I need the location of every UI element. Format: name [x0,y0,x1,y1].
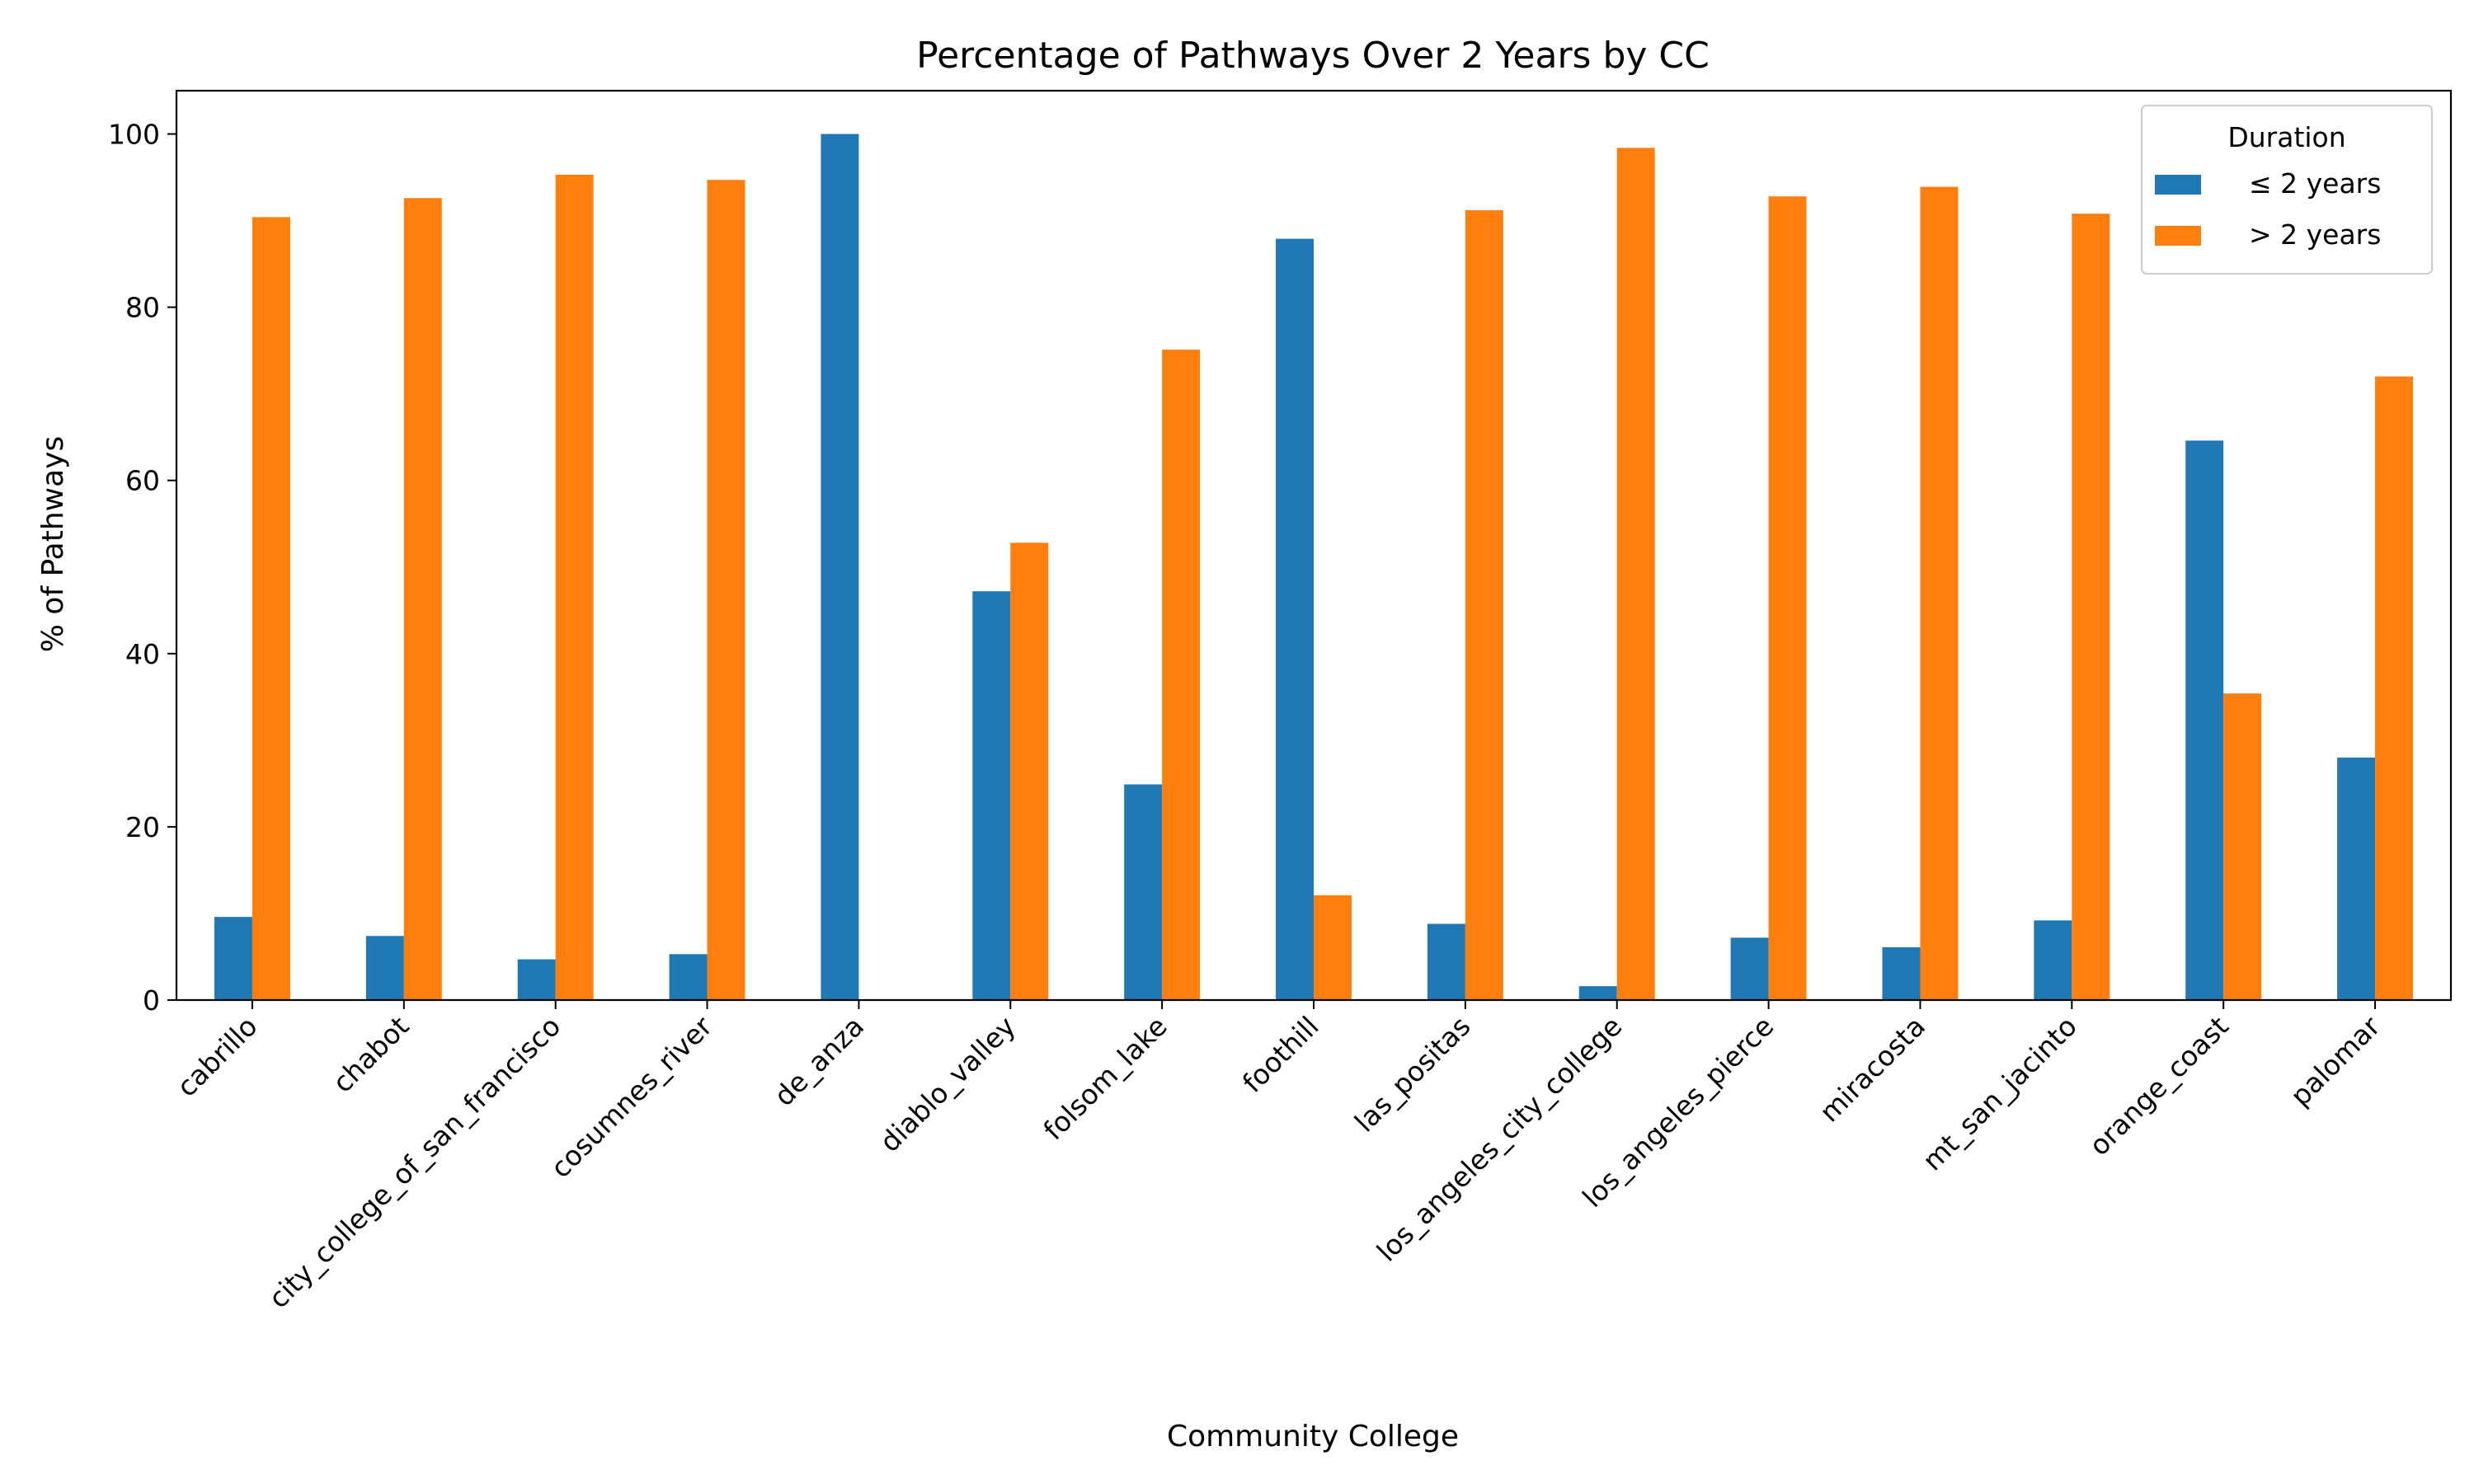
legend-swatch-le-2-years [2155,175,2201,195]
bar-gt-2-years-cosumnes_river [707,180,745,1001]
bar-le-2-years-las_positas [1427,923,1465,1000]
bar-gt-2-years-folsom_lake [1162,350,1201,1000]
y-tick-label: 100 [108,119,160,151]
bar-gt-2-years-orange_coast [2223,693,2262,1000]
axes-frame [175,89,2453,1002]
bar-le-2-years-los_angeles_pierce [1730,937,1769,1000]
bar-le-2-years-miracosta [1882,946,1921,1000]
bar-le-2-years-folsom_lake [1124,784,1163,1000]
y-tick-label: 80 [125,292,160,324]
bar-le-2-years-cosumnes_river [669,954,708,1000]
bar-gt-2-years-city_college_of_san_francisco [555,174,594,1001]
y-tick-label: 40 [125,638,160,670]
y-axis: 0 20 40 60 80 100 [108,119,176,1017]
bar-le-2-years-diablo_valley [972,591,1011,1000]
x-axis-label: Community College [1167,1420,1459,1453]
chart-title: Percentage of Pathways Over 2 Years by C… [916,35,1710,77]
legend: Duration ≤ 2 years > 2 years [2141,105,2433,275]
bar-gt-2-years-los_angeles_pierce [1768,196,1807,1001]
y-tick-label: 0 [143,984,160,1017]
bar-le-2-years-chabot [365,936,404,1000]
legend-label-le-2-years: ≤ 2 years [2249,167,2381,200]
bar-gt-2-years-palomar [2375,376,2414,1001]
bar-le-2-years-foothill [1276,238,1314,1000]
bar-gt-2-years-los_angeles_city_college [1616,148,1655,1000]
legend-label-gt-2-years: > 2 years [2249,218,2381,251]
y-axis-label: % of Pathways [36,436,70,652]
y-tick-label: 20 [125,811,160,843]
bar-gt-2-years-diablo_valley [1010,542,1049,1000]
bar-gt-2-years-foothill [1314,895,1352,1000]
y-tick-label: 60 [125,465,160,497]
bar-le-2-years-palomar [2337,757,2376,1000]
bars-group [214,134,2414,1001]
bar-le-2-years-city_college_of_san_francisco [517,959,556,1000]
bar-gt-2-years-las_positas [1465,209,1503,1001]
legend-swatch-gt-2-years [2155,226,2201,246]
bar-le-2-years-orange_coast [2185,440,2224,1000]
bar-le-2-years-de_anza [821,134,859,1000]
bar-gt-2-years-miracosta [1920,186,1959,1001]
bar-le-2-years-cabrillo [214,917,252,1000]
legend-title: Duration [2227,121,2345,153]
bar-le-2-years-los_angeles_city_college [1578,986,1617,1000]
bar-gt-2-years-cabrillo [252,217,290,1001]
bar-gt-2-years-chabot [403,198,442,1001]
bar-le-2-years-mt_san_jacinto [2034,920,2072,1000]
legend-box [2141,105,2433,275]
bar-gt-2-years-mt_san_jacinto [2072,214,2110,1001]
